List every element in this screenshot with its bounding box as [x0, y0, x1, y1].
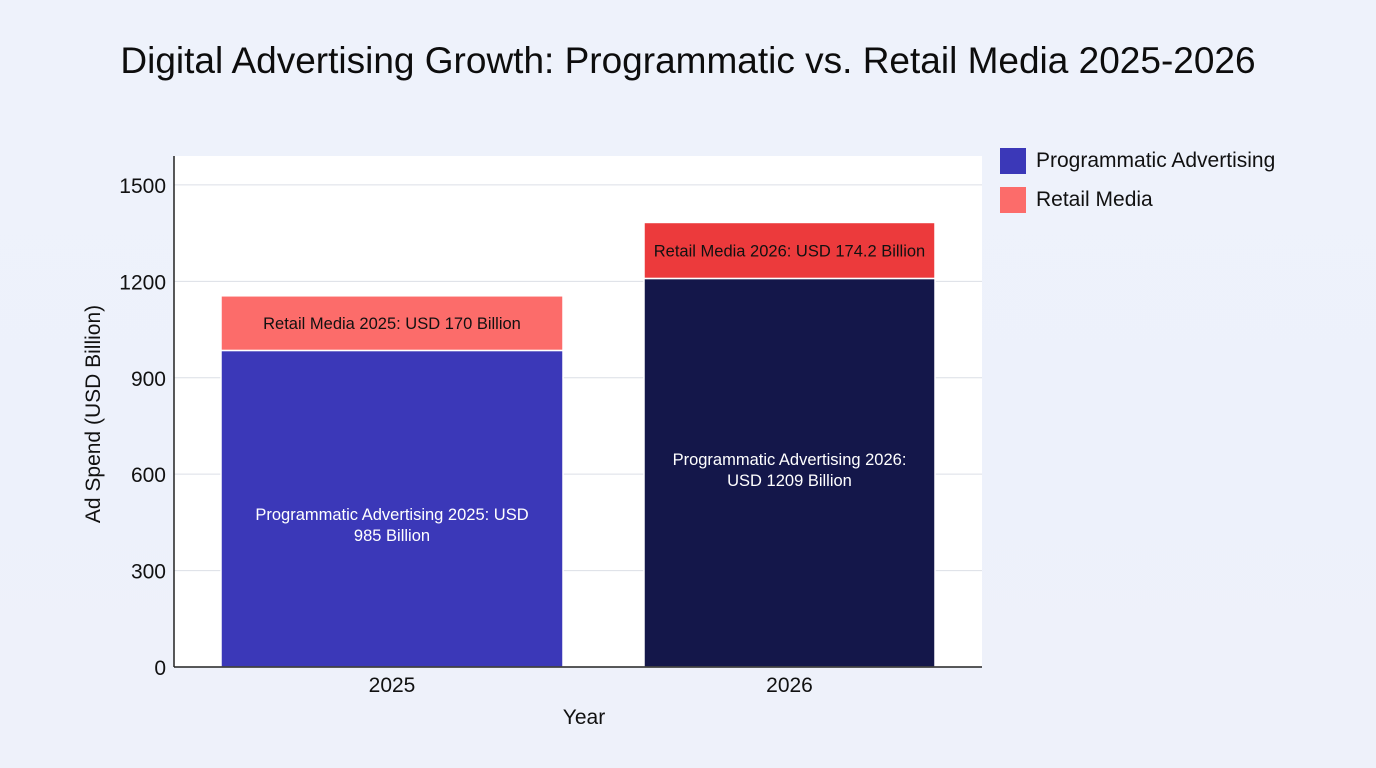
x-tick-label-2026: 2026	[766, 674, 813, 697]
y-tick-labels: 0 300 600 900 1200 1500	[119, 175, 166, 680]
label-programmatic-2026: Programmatic Advertising 2026: USD 1209 B…	[673, 451, 907, 490]
bar-programmatic-2026	[643, 277, 936, 668]
label-programmatic-2025: Programmatic Advertising 2025: USD 985 Bi…	[255, 506, 528, 545]
legend-swatch-retail-media	[1000, 187, 1026, 213]
y-axis-title: Ad Spend (USD Billion)	[82, 304, 105, 524]
y-tick-label-600: 600	[131, 464, 166, 487]
y-tick-label-900: 900	[131, 368, 166, 391]
bar-retail-media-2026	[643, 221, 936, 280]
chart-title: Digital Advertising Growth: Programmatic…	[120, 40, 1256, 81]
bar-programmatic-2025	[220, 349, 564, 668]
y-tick-label-300: 300	[131, 561, 166, 584]
x-tick-label-2025: 2025	[369, 674, 416, 697]
x-axis-title: Year	[562, 706, 606, 729]
bars	[220, 221, 936, 668]
legend-item-programmatic: Programmatic Advertising	[1000, 148, 1275, 174]
legend-item-retail-media: Retail Media	[1000, 187, 1275, 213]
y-tick-label-0: 0	[154, 657, 166, 680]
axes	[173, 156, 982, 668]
label-retail-media-2025: Retail Media 2025: USD 170 Billion	[263, 315, 521, 333]
label-retail-media-2026: Retail Media 2026: USD 174.2 Billion	[654, 242, 926, 260]
legend: Programmatic Advertising Retail Media	[1000, 148, 1275, 226]
x-tick-labels: 2025 2026	[369, 674, 813, 697]
legend-label-programmatic: Programmatic Advertising	[1036, 149, 1276, 172]
bar-labels: Programmatic Advertising 2025: USD 985 Bi…	[255, 242, 925, 545]
y-tick-label-1500: 1500	[119, 175, 166, 198]
legend-label-retail-media: Retail Media	[1036, 188, 1153, 211]
legend-swatch-programmatic	[1000, 148, 1026, 174]
y-tick-label-1200: 1200	[119, 271, 166, 294]
bar-retail-media-2025	[220, 295, 564, 352]
